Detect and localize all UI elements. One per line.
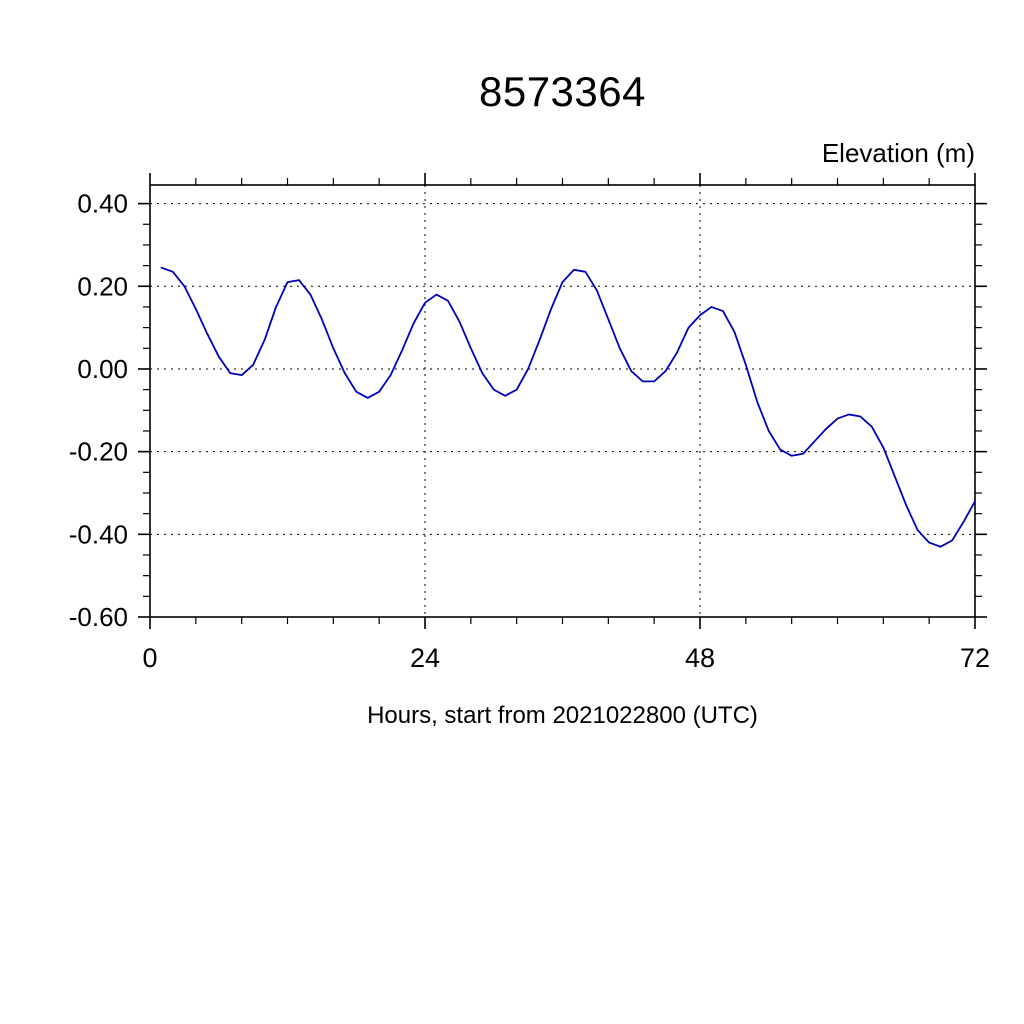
y-tick-label: -0.60 xyxy=(69,602,128,632)
y-tick-label: 0.00 xyxy=(77,354,128,384)
x-tick-label: 48 xyxy=(685,643,715,673)
chart-title: 8573364 xyxy=(478,68,646,115)
y-tick-label: 0.20 xyxy=(77,271,128,301)
x-axis-label: Hours, start from 2021022800 (UTC) xyxy=(367,702,758,729)
x-tick-label: 0 xyxy=(142,643,157,673)
y-axis-title: Elevation (m) xyxy=(821,138,975,168)
y-tick-label: -0.40 xyxy=(69,519,128,549)
plot-frame xyxy=(149,184,976,618)
elevation-line xyxy=(160,266,976,548)
x-tick-label: 24 xyxy=(410,643,440,673)
y-tick-label: 0.40 xyxy=(77,189,128,219)
y-tick-label: -0.20 xyxy=(69,437,128,467)
x-tick-label: 72 xyxy=(960,643,990,673)
